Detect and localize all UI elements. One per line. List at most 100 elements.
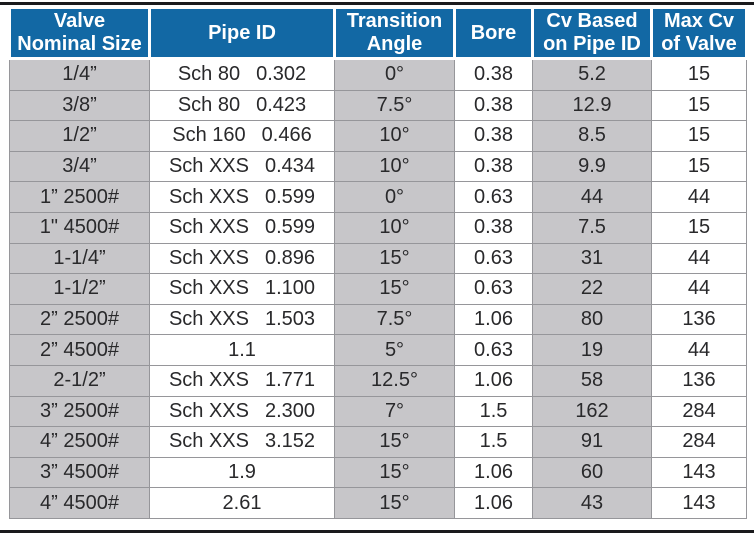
cell-valve-nominal-size: 1" 4500#: [9, 211, 150, 244]
pipe-schedule: Sch XXS: [168, 246, 249, 269]
cell-cv-based-on-pipe-id: 5.2: [532, 58, 652, 91]
cell-transition-angle: 7.5°: [334, 303, 455, 336]
cell-pipe-id: 1.1: [149, 334, 335, 366]
pipe-id-group: Sch XXS 0.599: [152, 216, 332, 239]
pipe-schedule: Sch 80: [177, 93, 241, 116]
pipe-schedule: Sch XXS: [168, 185, 249, 208]
cell-max-cv-of-valve: 44: [651, 181, 747, 213]
cell-pipe-id: Sch 80 0.423: [149, 89, 335, 122]
cell-pipe-id: Sch XXS 0.896: [149, 242, 335, 275]
table-row: 1" 4500# Sch XXS 0.599 10° 0.38 7.5 15: [9, 211, 747, 244]
cell-valve-nominal-size: 1-1/4”: [9, 242, 150, 275]
cell-cv-based-on-pipe-id: 58: [532, 364, 652, 397]
pipe-id-value: 0.434: [264, 155, 316, 178]
pipe-schedule: Sch XXS: [168, 155, 249, 178]
pipe-schedule: Sch XXS: [168, 430, 249, 453]
pipe-id-value: 0.423: [256, 93, 307, 116]
cell-valve-nominal-size: 1” 2500#: [9, 181, 150, 213]
cell-bore: 0.63: [454, 242, 533, 275]
cell-valve-nominal-size: 4” 4500#: [9, 487, 150, 519]
pipe-id-value: 1.503: [264, 308, 316, 331]
cell-max-cv-of-valve: 44: [651, 334, 747, 366]
cell-bore: 1.06: [454, 364, 533, 397]
cell-transition-angle: 15°: [334, 242, 455, 275]
cell-transition-angle: 10°: [334, 211, 455, 244]
cell-bore: 1.5: [454, 426, 533, 458]
cell-max-cv-of-valve: 143: [651, 487, 747, 519]
cell-valve-nominal-size: 1/2”: [9, 120, 150, 152]
pipe-id-value: 2.300: [264, 399, 316, 422]
cell-transition-angle: 0°: [334, 58, 455, 91]
cell-pipe-id: Sch XXS 0.434: [149, 150, 335, 183]
col-header-valve-nominal-size: Valve Nominal Size: [8, 6, 151, 60]
cell-transition-angle: 15°: [334, 273, 455, 305]
table-row: 3/4” Sch XXS 0.434 10° 0.38 9.9 15: [9, 150, 747, 183]
cell-valve-nominal-size: 2” 2500#: [9, 303, 150, 336]
cell-cv-based-on-pipe-id: 22: [532, 273, 652, 305]
cell-bore: 0.63: [454, 273, 533, 305]
cell-valve-nominal-size: 3” 2500#: [9, 395, 150, 428]
cell-transition-angle: 7°: [334, 395, 455, 428]
pipe-id-group: Sch XXS 3.152: [152, 430, 332, 453]
cell-cv-based-on-pipe-id: 31: [532, 242, 652, 275]
cell-bore: 1.5: [454, 395, 533, 428]
pipe-id-group: Sch XXS 1.100: [152, 277, 332, 300]
cell-cv-based-on-pipe-id: 7.5: [532, 211, 652, 244]
pipe-id-value: 0.302: [256, 63, 307, 86]
cell-max-cv-of-valve: 15: [651, 211, 747, 244]
cell-cv-based-on-pipe-id: 9.9: [532, 150, 652, 183]
table-row: 2” 2500# Sch XXS 1.503 7.5° 1.06 80 136: [9, 303, 747, 336]
cell-cv-based-on-pipe-id: 8.5: [532, 120, 652, 152]
cell-max-cv-of-valve: 15: [651, 120, 747, 152]
bottom-rule: [0, 530, 754, 533]
col-header-max-cv-of-valve: Max Cv of Valve: [650, 6, 748, 60]
cell-cv-based-on-pipe-id: 162: [532, 395, 652, 428]
pipe-id-value: 0.896: [264, 246, 316, 269]
table-row: 4” 2500# Sch XXS 3.152 15° 1.5 91 284: [9, 426, 747, 458]
pipe-id-value: 0.599: [264, 216, 316, 239]
pipe-id-group: Sch XXS 1.503: [152, 308, 332, 331]
table-row: 2-1/2” Sch XXS 1.771 12.5° 1.06 58 136: [9, 364, 747, 397]
pipe-id-group: Sch 160 0.466: [152, 124, 332, 147]
table-body: 1/4” Sch 80 0.302 0° 0.38 5.2 15 3/8” Sch 80 0.42…: [9, 58, 747, 519]
cell-cv-based-on-pipe-id: 60: [532, 456, 652, 489]
cell-pipe-id: 2.61: [149, 487, 335, 519]
cell-bore: 0.38: [454, 150, 533, 183]
cell-bore: 0.63: [454, 334, 533, 366]
pipe-schedule: Sch 80: [177, 63, 241, 86]
cell-cv-based-on-pipe-id: 80: [532, 303, 652, 336]
cell-transition-angle: 10°: [334, 120, 455, 152]
cell-cv-based-on-pipe-id: 44: [532, 181, 652, 213]
cell-bore: 1.06: [454, 487, 533, 519]
pipe-id-value: 1.100: [264, 277, 316, 300]
cell-bore: 0.38: [454, 89, 533, 122]
cell-pipe-id: Sch 80 0.302: [149, 58, 335, 91]
cell-transition-angle: 7.5°: [334, 89, 455, 122]
col-header-bore: Bore: [453, 6, 534, 60]
pipe-id-value: 3.152: [264, 430, 316, 453]
cell-cv-based-on-pipe-id: 91: [532, 426, 652, 458]
cell-max-cv-of-valve: 15: [651, 58, 747, 91]
pipe-id-group: Sch XXS 0.896: [152, 247, 332, 270]
cell-pipe-id: Sch XXS 3.152: [149, 426, 335, 458]
pipe-schedule: Sch XXS: [168, 277, 249, 300]
cell-bore: 1.06: [454, 456, 533, 489]
cell-max-cv-of-valve: 136: [651, 303, 747, 336]
pipe-id-value: 0.599: [264, 185, 316, 208]
cell-max-cv-of-valve: 284: [651, 395, 747, 428]
cell-bore: 0.38: [454, 58, 533, 91]
table-row: 1/4” Sch 80 0.302 0° 0.38 5.2 15: [9, 58, 747, 91]
table-row: 1-1/2” Sch XXS 1.100 15° 0.63 22 44: [9, 273, 747, 305]
valve-spec-table: Valve Nominal Size Pipe ID Transition An…: [8, 6, 748, 519]
cell-pipe-id: Sch XXS 0.599: [149, 211, 335, 244]
cell-valve-nominal-size: 3” 4500#: [9, 456, 150, 489]
table-header: Valve Nominal Size Pipe ID Transition An…: [8, 6, 748, 60]
cell-transition-angle: 15°: [334, 487, 455, 519]
cell-max-cv-of-valve: 15: [651, 89, 747, 122]
cell-bore: 0.38: [454, 211, 533, 244]
cell-valve-nominal-size: 1/4”: [9, 58, 150, 91]
cell-valve-nominal-size: 1-1/2”: [9, 273, 150, 305]
header-row: Valve Nominal Size Pipe ID Transition An…: [8, 6, 748, 60]
col-header-pipe-id: Pipe ID: [148, 6, 336, 60]
